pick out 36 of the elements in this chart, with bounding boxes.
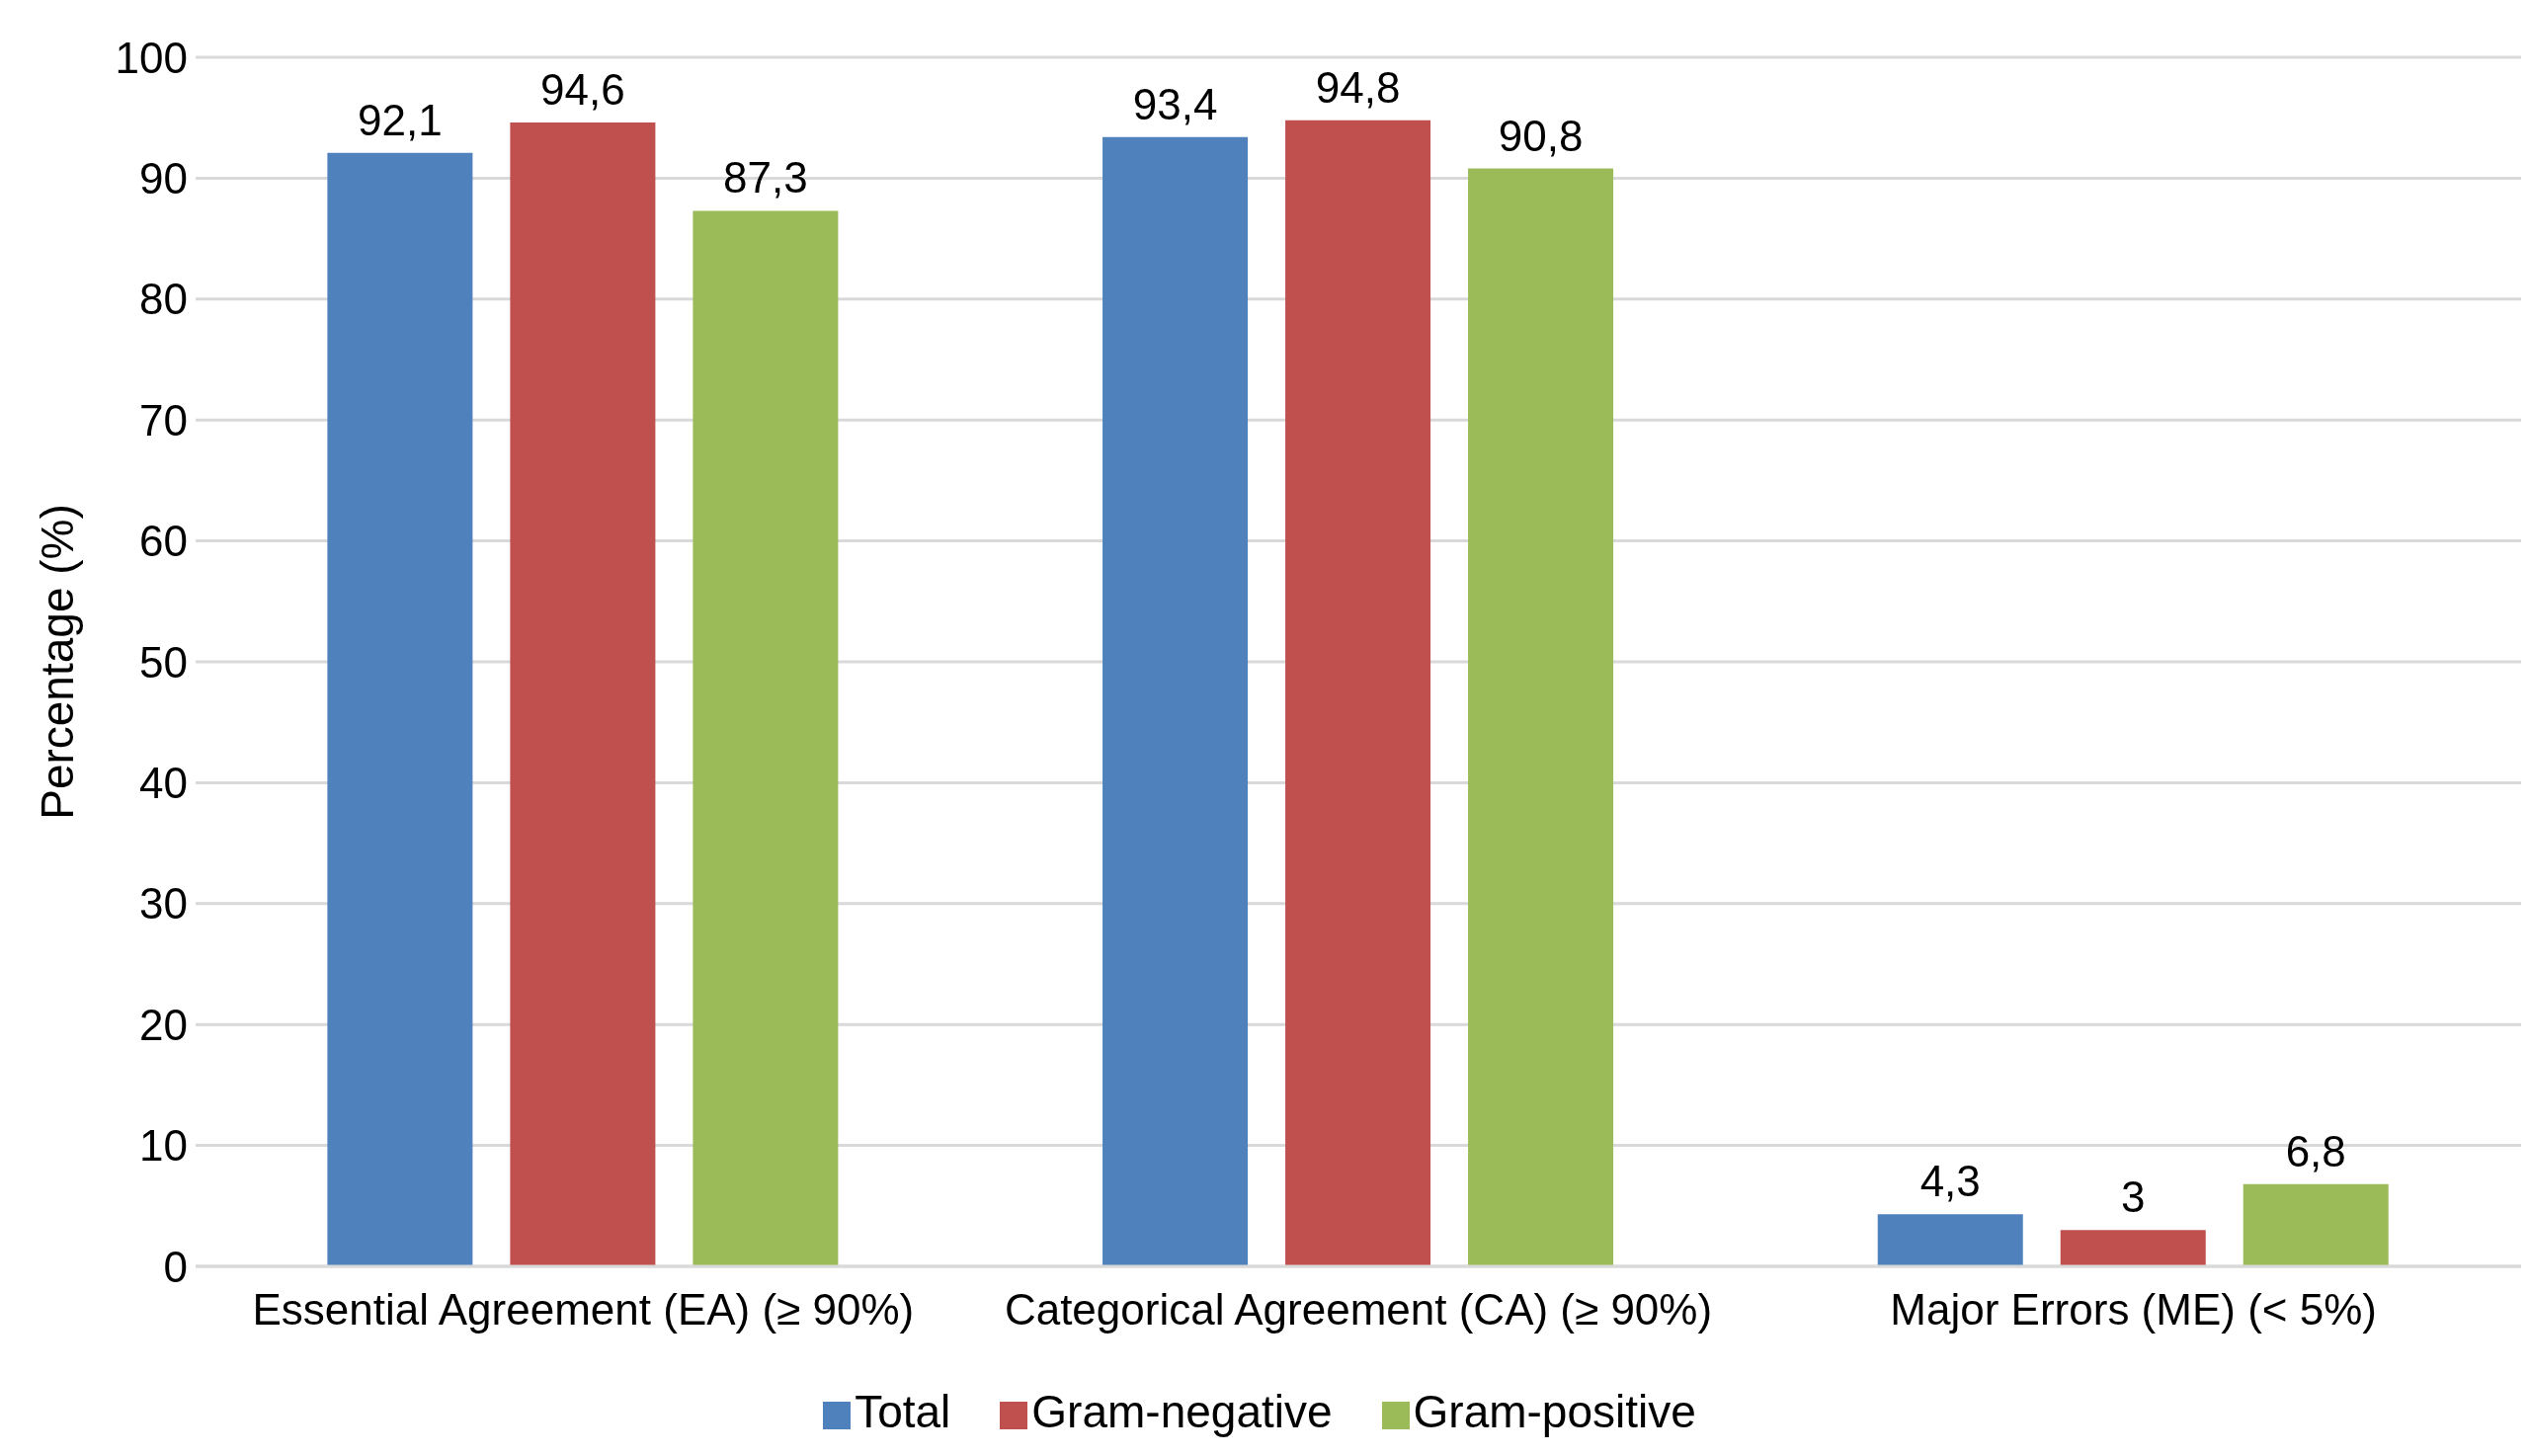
y-tick-label: 100: [115, 33, 188, 82]
bar: [693, 210, 839, 1266]
data-label: 4,3: [1919, 1157, 1981, 1206]
legend-label: Total: [855, 1386, 951, 1437]
y-tick-label: 10: [139, 1121, 188, 1171]
bar: [1877, 1214, 2023, 1266]
bar: [1468, 168, 1614, 1266]
bar: [510, 122, 656, 1266]
y-tick-label: 0: [163, 1242, 188, 1291]
y-tick-label: 30: [139, 879, 188, 929]
x-tick-label: Categorical Agreement (CA) (≥ 90%): [1004, 1285, 1713, 1335]
legend-label: Gram-positive: [1413, 1386, 1696, 1437]
y-axis-title: Percentage (%): [32, 504, 84, 820]
y-tick-label: 80: [139, 275, 188, 324]
data-label: 93,4: [1132, 79, 1218, 128]
bar: [1285, 120, 1431, 1266]
data-label: 3: [2120, 1173, 2146, 1222]
data-label: 92,1: [358, 95, 443, 144]
bar: [1102, 136, 1249, 1266]
data-label: 94,6: [540, 65, 625, 115]
x-tick-label: Major Errors (ME) (< 5%): [1890, 1285, 2377, 1335]
data-label: 6,8: [2285, 1126, 2346, 1175]
y-tick-label: 70: [139, 395, 188, 445]
y-tick-label: 90: [139, 154, 188, 203]
y-tick-label: 20: [139, 1000, 188, 1049]
y-tick-label: 60: [139, 517, 188, 566]
data-label: 87,3: [723, 153, 808, 202]
bar: [2243, 1183, 2389, 1266]
data-label: 90,8: [1498, 111, 1584, 160]
y-tick-label: 40: [139, 759, 188, 808]
y-tick-label: 50: [139, 637, 188, 687]
bar: [327, 152, 473, 1266]
x-tick-label: Essential Agreement (EA) (≥ 90%): [252, 1285, 915, 1335]
bar: [2060, 1230, 2206, 1266]
data-label: 94,8: [1315, 62, 1401, 112]
legend-label: Gram-negative: [1031, 1386, 1333, 1437]
